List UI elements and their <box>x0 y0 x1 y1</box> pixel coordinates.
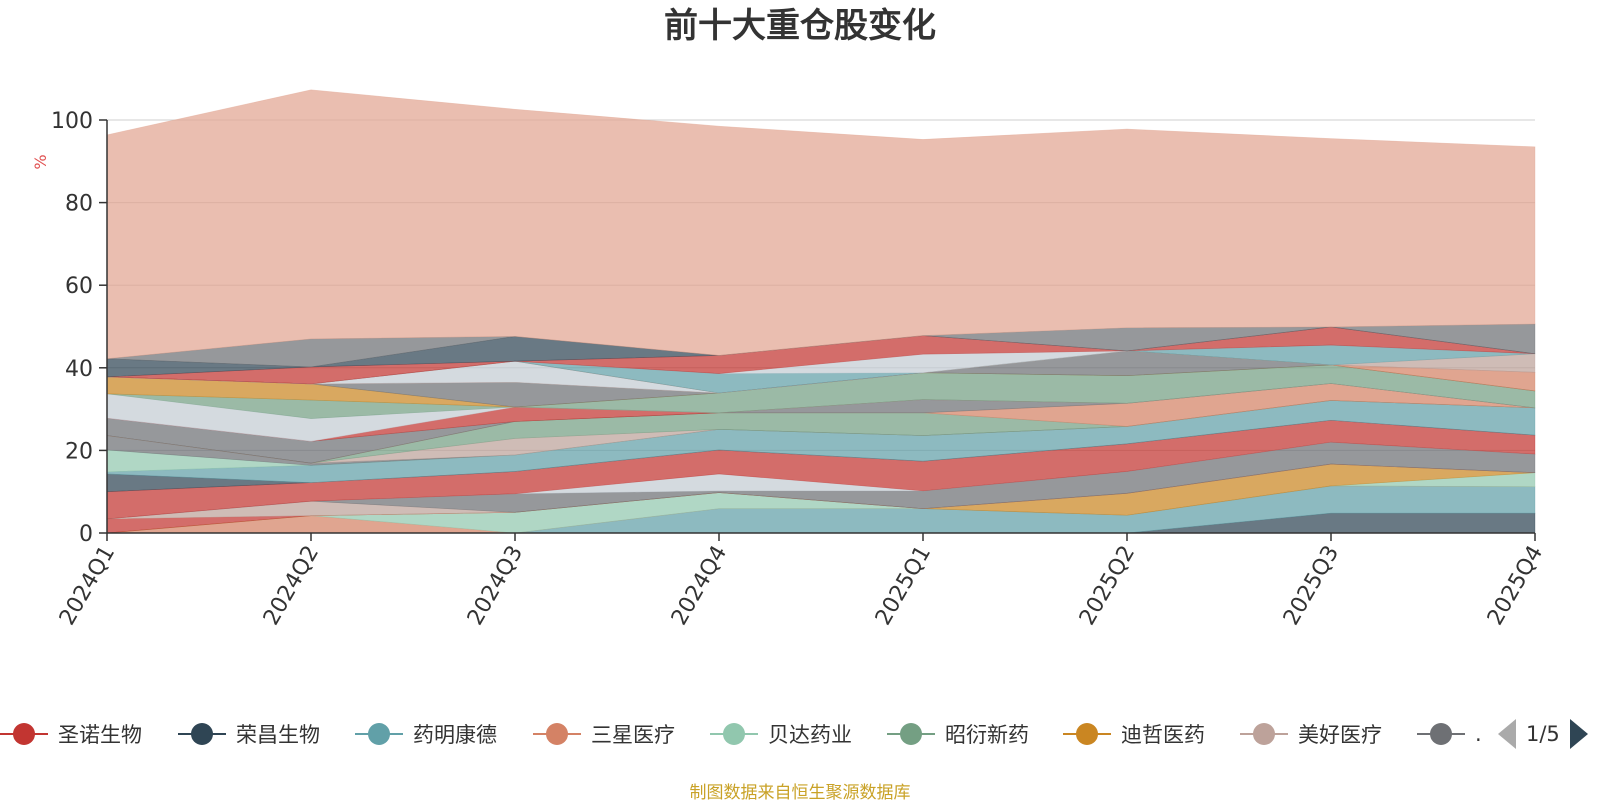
y-axis-label: % <box>31 154 50 169</box>
y-tick-label: 0 <box>79 522 93 547</box>
legend-item[interactable]: 美好医疗 <box>1240 714 1382 754</box>
legend-marker-icon <box>1240 723 1288 745</box>
source-note: 制图数据来自恒生聚源数据库 <box>689 783 911 803</box>
legend-label: 贝达药业 <box>768 723 852 747</box>
legend-dot-icon <box>191 723 213 745</box>
legend-dot-icon <box>900 723 922 745</box>
legend-dot-icon <box>368 723 390 745</box>
x-tick-label: 2025Q1 <box>871 542 936 630</box>
y-tick-label: 80 <box>65 192 93 217</box>
area-其他 <box>106 89 1536 360</box>
legend-label: 昭衍新药 <box>945 723 1029 747</box>
x-tick-label: 2025Q2 <box>1075 542 1140 630</box>
legend-item[interactable]: 荣昌生物 <box>178 714 320 754</box>
legend-marker-icon <box>533 723 581 745</box>
legend-dot-icon <box>1430 723 1452 745</box>
x-tick-label: 2024Q4 <box>667 542 732 630</box>
x-tick-label: 2024Q2 <box>259 542 324 630</box>
x-tick-label: 2025Q4 <box>1483 542 1548 630</box>
x-tick-label: 2024Q3 <box>463 542 528 630</box>
legend-label: 荣昌生物 <box>236 723 320 747</box>
area-series <box>106 89 1536 534</box>
legend-item[interactable]: 贝达药业 <box>710 714 852 754</box>
legend-label: 药明康德 <box>413 723 497 747</box>
legend-label: 圣诺生物 <box>58 723 142 747</box>
legend-item[interactable]: 药明康德 <box>355 714 497 754</box>
legend-item[interactable]: 圣诺生物 <box>0 714 142 754</box>
x-tick-label: 2025Q3 <box>1279 542 1344 630</box>
legend-prev-icon[interactable] <box>1498 719 1516 749</box>
legend-item[interactable]: 昭衍新药 <box>887 714 1029 754</box>
legend-page-indicator: 1/5 <box>1526 722 1560 746</box>
legend-marker-icon <box>0 723 48 745</box>
legend-marker-icon <box>178 723 226 745</box>
legend-label: 迪哲医药 <box>1121 723 1205 747</box>
legend-marker-icon <box>355 723 403 745</box>
legend-marker-icon <box>1417 723 1465 745</box>
legend-item[interactable]: . <box>1417 714 1482 754</box>
x-tick-label: 2024Q1 <box>55 542 120 630</box>
legend: 圣诺生物 荣昌生物 药明康德 三星医疗 贝达药业 昭衍新药 迪哲医药 美好医疗. 1/5 <box>0 714 1600 754</box>
legend-dot-icon <box>13 723 35 745</box>
legend-marker-icon <box>710 723 758 745</box>
legend-label: . <box>1475 722 1482 746</box>
y-tick-label: 100 <box>51 109 93 134</box>
y-tick-label: 60 <box>65 274 93 299</box>
legend-item[interactable]: 迪哲医药 <box>1063 714 1205 754</box>
legend-marker-icon <box>887 723 935 745</box>
y-tick-label: 40 <box>65 357 93 382</box>
legend-dot-icon <box>1076 723 1098 745</box>
legend-next-icon[interactable] <box>1569 719 1588 749</box>
legend-dot-icon <box>1253 723 1275 745</box>
legend-item[interactable]: 三星医疗 <box>533 714 675 754</box>
legend-label: 三星医疗 <box>591 723 675 747</box>
legend-dot-icon <box>723 723 745 745</box>
legend-marker-icon <box>1063 723 1111 745</box>
legend-dot-icon <box>546 723 568 745</box>
legend-label: 美好医疗 <box>1298 723 1382 747</box>
legend-pager: 1/5 <box>1498 714 1588 754</box>
chart-title: 前十大重仓股变化 <box>664 6 936 46</box>
y-tick-label: 20 <box>65 439 93 464</box>
